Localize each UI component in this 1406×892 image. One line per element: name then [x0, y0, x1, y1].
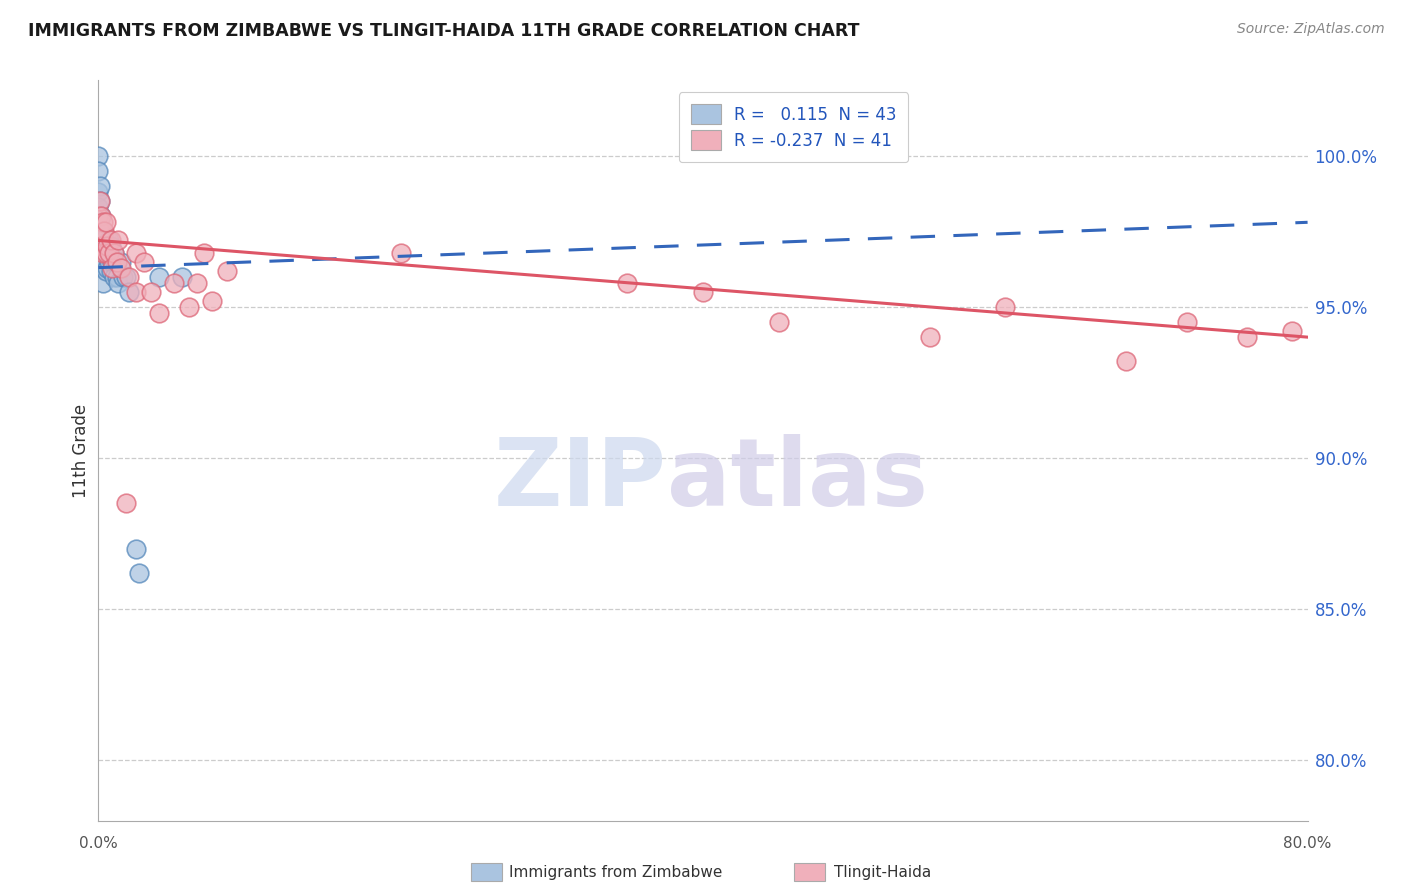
Point [98, 234, 121, 248]
Legend: R =   0.115  N = 43, R = -0.237  N = 41: R = 0.115 N = 43, R = -0.237 N = 41 [679, 92, 908, 162]
Point [90, 239, 112, 253]
Point [90, 239, 112, 253]
Point [90, 209, 112, 223]
Point [101, 254, 124, 268]
Point [96, 260, 118, 275]
Point [125, 245, 148, 260]
Point [103, 269, 125, 284]
Point [89, 224, 111, 238]
Point [91, 215, 114, 229]
Point [107, 276, 129, 290]
Point [103, 245, 125, 260]
Point [90, 209, 112, 223]
Point [118, 285, 141, 299]
Point [96, 239, 118, 253]
Point [132, 254, 155, 268]
Point [101, 260, 124, 275]
Point [125, 541, 148, 556]
Point [118, 269, 141, 284]
Point [87, 185, 110, 199]
Point [114, 269, 136, 284]
Point [89, 194, 111, 209]
Point [98, 245, 121, 260]
Point [89, 254, 111, 268]
Text: Tlingit-Haida: Tlingit-Haida [834, 865, 931, 880]
Point [768, 315, 790, 329]
Point [215, 263, 238, 277]
Text: 80.0%: 80.0% [1284, 836, 1331, 851]
Point [90, 254, 112, 268]
Point [87, 200, 110, 214]
Point [100, 234, 122, 248]
Point [1115, 354, 1137, 368]
Y-axis label: 11th Grade: 11th Grade [72, 403, 90, 498]
Point [110, 260, 132, 275]
Point [94, 245, 117, 260]
Point [193, 245, 215, 260]
Point [179, 300, 201, 314]
Text: atlas: atlas [666, 434, 928, 526]
Point [918, 330, 941, 344]
Point [692, 285, 714, 299]
Point [87, 149, 110, 163]
Point [111, 269, 134, 284]
Point [94, 245, 117, 260]
Point [90, 224, 112, 238]
Point [114, 496, 136, 510]
Point [104, 254, 127, 268]
Point [148, 269, 170, 284]
Point [94, 215, 117, 229]
Point [186, 276, 208, 290]
Point [170, 269, 193, 284]
Point [201, 293, 224, 308]
Point [1236, 330, 1258, 344]
Text: IMMIGRANTS FROM ZIMBABWE VS TLINGIT-HAIDA 11TH GRADE CORRELATION CHART: IMMIGRANTS FROM ZIMBABWE VS TLINGIT-HAID… [28, 22, 859, 40]
Point [91, 276, 114, 290]
Point [105, 269, 128, 284]
Text: 0.0%: 0.0% [79, 836, 118, 851]
Point [107, 234, 129, 248]
Point [1281, 324, 1303, 338]
Point [89, 194, 111, 209]
Point [89, 224, 111, 238]
Point [103, 245, 125, 260]
Point [91, 245, 114, 260]
Point [89, 209, 111, 223]
Point [93, 224, 115, 238]
Point [91, 224, 114, 238]
Point [148, 306, 170, 320]
Point [93, 254, 115, 268]
Text: Source: ZipAtlas.com: Source: ZipAtlas.com [1237, 22, 1385, 37]
Point [389, 245, 412, 260]
Point [91, 260, 114, 275]
Point [141, 285, 163, 299]
Point [110, 254, 132, 268]
Point [163, 276, 186, 290]
Point [100, 263, 122, 277]
Point [128, 566, 150, 580]
Point [87, 164, 110, 178]
Point [1175, 315, 1198, 329]
Point [994, 300, 1017, 314]
Point [105, 254, 128, 268]
Point [125, 285, 148, 299]
Point [93, 234, 115, 248]
Point [87, 209, 110, 223]
Point [89, 239, 111, 253]
Point [96, 239, 118, 253]
Text: Immigrants from Zimbabwe: Immigrants from Zimbabwe [509, 865, 723, 880]
Text: ZIP: ZIP [494, 434, 666, 526]
Point [616, 276, 638, 290]
Point [94, 230, 117, 244]
Point [91, 245, 114, 260]
Point [98, 254, 121, 268]
Point [94, 263, 117, 277]
Point [100, 239, 122, 253]
Point [89, 179, 111, 194]
